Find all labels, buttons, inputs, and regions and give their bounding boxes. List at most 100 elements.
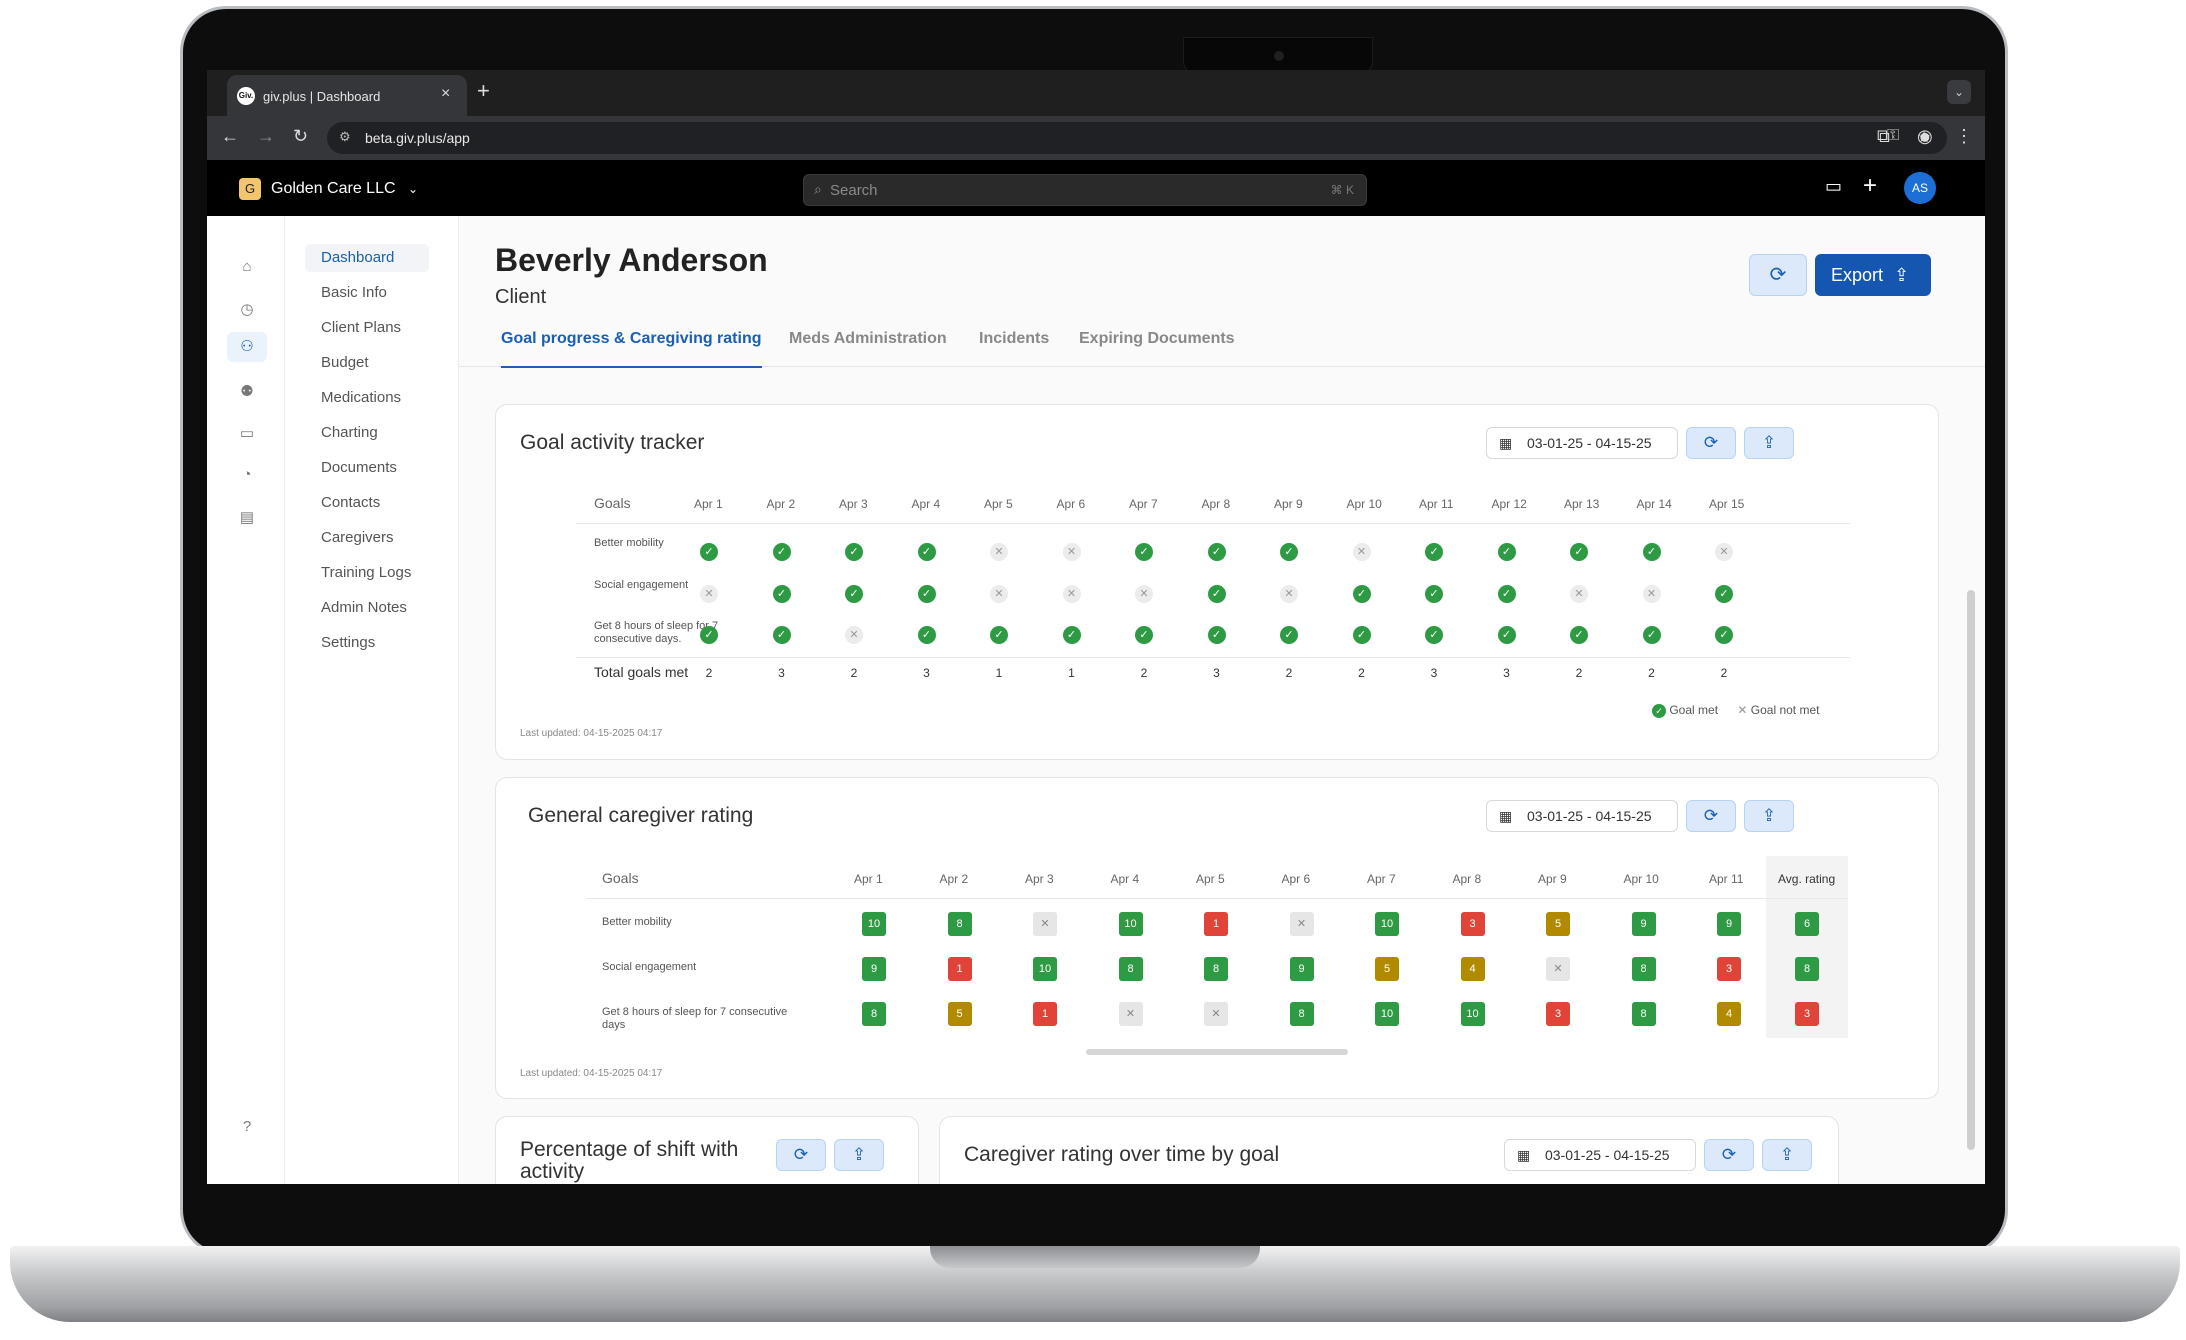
date-range-picker[interactable]: ▦ 03-01-25 - 04-15-25 bbox=[1486, 427, 1678, 459]
browser-menu-icon[interactable]: ⋮ bbox=[1955, 126, 1973, 146]
tab-bar: Goal progress & Caregiving rating Meds A… bbox=[459, 312, 1985, 368]
new-tab-icon[interactable]: + bbox=[477, 78, 490, 103]
day-header: Apr 2 bbox=[939, 872, 969, 886]
url-field[interactable]: ⚙ beta.giv.plus/app ⚿ ☆ bbox=[327, 122, 1947, 154]
sidebar-item-basic-info[interactable]: Basic Info bbox=[321, 284, 387, 301]
sidebar-item-admin-notes[interactable]: Admin Notes bbox=[321, 599, 407, 616]
rating-badge: 5 bbox=[1546, 912, 1570, 936]
rating-badge: 9 bbox=[1717, 912, 1741, 936]
sidebar-item-documents[interactable]: Documents bbox=[321, 459, 397, 476]
forward-icon[interactable]: → bbox=[257, 126, 275, 146]
avg-header: Avg. rating bbox=[1778, 872, 1836, 886]
no-rating-icon: ✕ bbox=[1289, 912, 1314, 936]
horizontal-scrollbar[interactable] bbox=[1086, 1049, 1348, 1055]
add-icon[interactable]: + bbox=[1863, 172, 1878, 199]
page-scrollbar[interactable] bbox=[1967, 590, 1975, 1150]
last-updated: Last updated: 04-15-2025 04:17 bbox=[520, 1068, 663, 1079]
password-key-icon[interactable]: ⚿ bbox=[1887, 127, 1900, 144]
url-text: beta.giv.plus/app bbox=[365, 130, 470, 146]
goal-met-icon: ✓ bbox=[1425, 585, 1443, 603]
goal-met-icon: ✓ bbox=[1497, 626, 1516, 644]
sidebar-item-contacts[interactable]: Contacts bbox=[321, 494, 381, 511]
rating-badge: 9 bbox=[1289, 957, 1314, 981]
goal-met-icon: ✓ bbox=[1352, 585, 1371, 603]
shift-export-button[interactable]: ⇪ bbox=[834, 1139, 884, 1171]
page-title: Beverly Anderson bbox=[495, 242, 768, 278]
date-range-picker[interactable]: ▦ 03-01-25 - 04-15-25 bbox=[1504, 1139, 1696, 1171]
help-icon[interactable]: ? bbox=[242, 1118, 252, 1135]
browser-tab[interactable]: Giv. giv.plus | Dashboard × bbox=[227, 75, 467, 116]
clock-icon[interactable]: ◷ bbox=[240, 301, 254, 318]
org-switcher[interactable]: G Golden Care LLC ⌄ bbox=[239, 178, 418, 200]
rating-export-button[interactable]: ⇪ bbox=[1744, 800, 1794, 832]
last-updated: Last updated: 04-15-2025 04:17 bbox=[520, 728, 663, 739]
export-button[interactable]: Export ⇪ bbox=[1815, 254, 1931, 296]
sidebar-item-medications[interactable]: Medications bbox=[321, 389, 402, 406]
day-header: Apr 11 bbox=[1709, 872, 1744, 886]
goal-met-icon: ✓ bbox=[1715, 626, 1733, 644]
search-input[interactable]: ⌕ Search ⌘ K bbox=[803, 174, 1367, 206]
tab-meds-administration[interactable]: Meds Administration bbox=[789, 330, 947, 347]
legend: ✓ Goal met ✕ Goal not met bbox=[1652, 703, 1819, 718]
date-range-picker[interactable]: ▦ 03-01-25 - 04-15-25 bbox=[1486, 800, 1678, 832]
day-header: Apr 5 bbox=[984, 497, 1013, 511]
refresh-button[interactable]: ⟳ bbox=[1749, 254, 1807, 296]
tab-search-icon[interactable]: ⌄ bbox=[1947, 80, 1971, 104]
goal-met-icon: ✓ bbox=[1425, 543, 1443, 561]
export-label: Export bbox=[1831, 265, 1884, 285]
goal-met-icon: ✓ bbox=[1425, 626, 1443, 644]
caregivers-icon[interactable]: ⚉ bbox=[240, 383, 254, 400]
tab-goal-progress[interactable]: Goal progress & Caregiving rating bbox=[501, 330, 762, 368]
site-info-icon[interactable]: ⚙ bbox=[339, 129, 351, 144]
rating-badge: 1 bbox=[1204, 912, 1228, 936]
rating-badge: 10 bbox=[1375, 1002, 1399, 1026]
chat-icon[interactable]: ▭ bbox=[1825, 176, 1843, 196]
rating-over-time-card: Caregiver rating over time by goal ▦ 03-0… bbox=[939, 1116, 1839, 1184]
sidebar-item-budget[interactable]: Budget bbox=[321, 354, 369, 371]
time-export-button[interactable]: ⇪ bbox=[1762, 1139, 1812, 1171]
calendar-icon: ▦ bbox=[1499, 435, 1513, 451]
day-header: Apr 7 bbox=[1129, 497, 1158, 511]
time-refresh-button[interactable]: ⟳ bbox=[1704, 1139, 1754, 1171]
sidebar-item-dashboard[interactable]: Dashboard bbox=[305, 244, 429, 272]
sidebar-item-caregivers[interactable]: Caregivers bbox=[321, 529, 394, 546]
avatar[interactable]: AS bbox=[1904, 172, 1936, 204]
sidebar-item-charting[interactable]: Charting bbox=[321, 424, 378, 441]
total-value: 2 bbox=[1720, 666, 1728, 680]
goal-met-icon: ✓ bbox=[917, 543, 936, 561]
goals-header: Goals bbox=[594, 495, 631, 511]
sidebar-item-training-logs[interactable]: Training Logs bbox=[321, 564, 412, 581]
row-divider bbox=[586, 898, 1848, 899]
tracker-export-button[interactable]: ⇪ bbox=[1744, 427, 1794, 459]
goal-met-icon: ✓ bbox=[1642, 626, 1661, 644]
avg-rating-badge: 6 bbox=[1795, 912, 1819, 936]
billing-icon[interactable]: ▭ bbox=[239, 425, 255, 442]
reload-icon[interactable]: ↻ bbox=[293, 126, 309, 146]
rating-refresh-button[interactable]: ⟳ bbox=[1686, 800, 1736, 832]
sidebar-item-client-plans[interactable]: Client Plans bbox=[321, 319, 402, 336]
calendar-icon: ▦ bbox=[1517, 1147, 1531, 1163]
close-tab-icon[interactable]: × bbox=[441, 85, 451, 102]
profile-icon[interactable]: ◉ bbox=[1917, 126, 1933, 146]
tab-expiring-documents[interactable]: Expiring Documents bbox=[1079, 330, 1235, 347]
extensions-icon[interactable]: ⧉ bbox=[1877, 126, 1890, 146]
share-icon: ⇪ bbox=[1761, 433, 1777, 452]
goal-met-icon: ✓ bbox=[917, 626, 936, 644]
tab-incidents[interactable]: Incidents bbox=[979, 330, 1050, 347]
goal-label: Better mobility bbox=[594, 537, 664, 549]
reports-icon[interactable]: ◔ bbox=[242, 466, 252, 483]
back-icon[interactable]: ← bbox=[221, 126, 239, 146]
total-label: Total goals met bbox=[594, 664, 689, 680]
day-header: Apr 10 bbox=[1346, 497, 1382, 511]
tracker-refresh-button[interactable]: ⟳ bbox=[1686, 427, 1736, 459]
rating-badge: 5 bbox=[1375, 957, 1399, 981]
sidebar-item-settings[interactable]: Settings bbox=[321, 634, 376, 651]
org-name: Golden Care LLC bbox=[271, 180, 396, 198]
legend-met: Goal met bbox=[1669, 703, 1719, 717]
bookmark-star-icon[interactable]: ☆ bbox=[1917, 129, 1932, 146]
clients-icon[interactable]: ⚇ bbox=[227, 332, 267, 362]
goal-label: Get 8 hours of sleep for 7 consecutive d… bbox=[602, 1006, 788, 1031]
shift-refresh-button[interactable]: ⟳ bbox=[776, 1139, 826, 1171]
home-icon[interactable]: ⌂ bbox=[242, 258, 252, 275]
notes-icon[interactable]: ▤ bbox=[239, 509, 255, 526]
